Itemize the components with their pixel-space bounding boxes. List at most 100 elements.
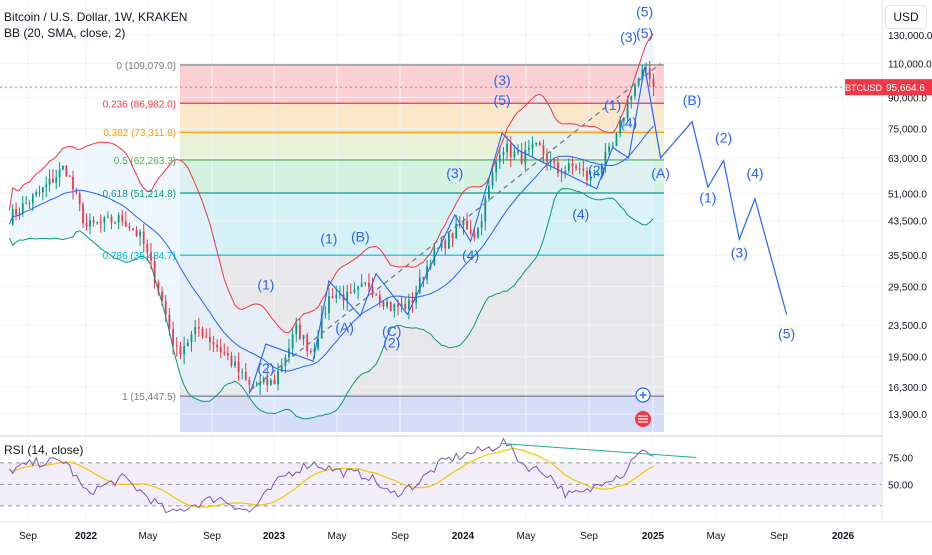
- candle-body: [371, 287, 374, 295]
- candle-body: [447, 232, 450, 249]
- candle-body: [78, 193, 81, 205]
- candle-body: [31, 194, 34, 204]
- candle-body: [604, 151, 607, 167]
- candle-body: [509, 143, 512, 157]
- candle-body: [226, 353, 229, 356]
- candle-body: [630, 96, 633, 100]
- candle-body: [528, 148, 530, 150]
- candle-body: [349, 291, 352, 293]
- candle-body: [645, 68, 647, 70]
- time-tick-label: 2024: [452, 531, 475, 542]
- chart-title: Bitcoin / U.S. Dollar, 1W, KRAKEN: [4, 10, 188, 24]
- plus-icon[interactable]: [635, 387, 651, 403]
- candle-body: [433, 248, 436, 265]
- candle-body: [622, 118, 625, 121]
- fib-zone-0.618: [180, 193, 664, 256]
- plus-icon-glyph: [639, 391, 647, 399]
- flag-icon-stripes: [638, 415, 648, 423]
- candle-body: [244, 371, 247, 380]
- candle-body: [495, 162, 498, 173]
- symbol-tag: [845, 79, 882, 96]
- wave-label: (1): [699, 189, 716, 205]
- bollinger-fill: [9, 33, 654, 419]
- rsi-indicator-label[interactable]: RSI (14, close): [4, 443, 84, 457]
- rsi-pane: [0, 435, 932, 514]
- wave-label: (5): [636, 25, 653, 41]
- candle-body: [517, 151, 519, 153]
- time-tick-label: 2023: [263, 531, 286, 542]
- wave-label: (2): [588, 162, 605, 178]
- candle-body: [142, 231, 145, 244]
- candle-body: [164, 300, 167, 315]
- candle-body: [52, 178, 54, 183]
- candle-body: [615, 133, 618, 146]
- candle-body: [553, 160, 556, 163]
- price-tick-label: 63,000.0: [888, 154, 927, 165]
- candle-body: [648, 68, 651, 79]
- candle-body: [357, 286, 359, 290]
- candle-body: [255, 385, 258, 387]
- candle-body: [179, 346, 182, 355]
- candle-body: [132, 228, 134, 231]
- price-tick-label: 90,000.0: [888, 93, 927, 104]
- dashed-trendline: [250, 62, 661, 391]
- candle-body: [107, 216, 109, 218]
- wave-label: (A): [335, 319, 354, 335]
- candle-body: [25, 203, 28, 205]
- flag-icon[interactable]: [635, 411, 651, 427]
- candle-body: [175, 345, 178, 347]
- time-axis: Sep 2022 May Sep 2023 May Sep 2024 May Sep 2025 May…: [0, 521, 932, 550]
- candle-body: [407, 299, 410, 310]
- fib-zone-0: [180, 64, 664, 104]
- candle-body: [190, 334, 193, 343]
- candle-body: [451, 232, 454, 239]
- wave-label: (4): [746, 165, 763, 181]
- candle-body: [183, 345, 186, 355]
- wave-label: (C): [382, 323, 401, 339]
- candle-body: [75, 189, 78, 194]
- candle-body: [328, 296, 330, 314]
- candle-body: [157, 282, 160, 292]
- candle-body: [575, 166, 577, 169]
- symbol-tag-text: BTCUSD: [845, 83, 883, 93]
- candle-body: [259, 382, 262, 386]
- wave-count-lines: [249, 66, 788, 393]
- candle-body: [237, 361, 240, 373]
- candle-body: [488, 185, 490, 199]
- price-tick-label: 35,500.0: [888, 251, 927, 262]
- wave-label: (B): [683, 92, 702, 108]
- candle-body: [491, 172, 494, 186]
- candle-body: [637, 78, 640, 86]
- candle-body: [161, 291, 163, 301]
- currency-button[interactable]: USD: [885, 5, 927, 29]
- candle-body: [422, 277, 425, 280]
- candle-body: [68, 175, 71, 177]
- candle-body: [546, 154, 548, 162]
- candle-body: [72, 176, 74, 190]
- candle-body: [313, 348, 316, 353]
- candle-body: [28, 203, 31, 205]
- candle-body: [186, 342, 189, 346]
- wave-label: (5): [494, 92, 511, 108]
- candle-body: [266, 378, 269, 385]
- candle-body: [219, 347, 222, 353]
- candle-body: [608, 146, 610, 152]
- time-tick-label: 2025: [642, 531, 665, 542]
- candle-body: [335, 294, 338, 298]
- candle-body: [462, 220, 465, 226]
- candle-body: [502, 152, 505, 156]
- candle-body: [393, 304, 396, 312]
- candle-body: [418, 277, 421, 293]
- candle-body: [41, 187, 44, 193]
- candle-body: [589, 176, 592, 181]
- price-tick-label: 130,000.0: [888, 31, 932, 42]
- candle-body: [619, 120, 622, 134]
- candle-body: [223, 352, 226, 354]
- bb-indicator-label[interactable]: BB (20, SMA, close, 2): [4, 26, 126, 40]
- candle-body: [99, 222, 102, 224]
- candle-body: [353, 289, 356, 293]
- candle-body: [299, 324, 301, 340]
- candle-body: [85, 223, 88, 227]
